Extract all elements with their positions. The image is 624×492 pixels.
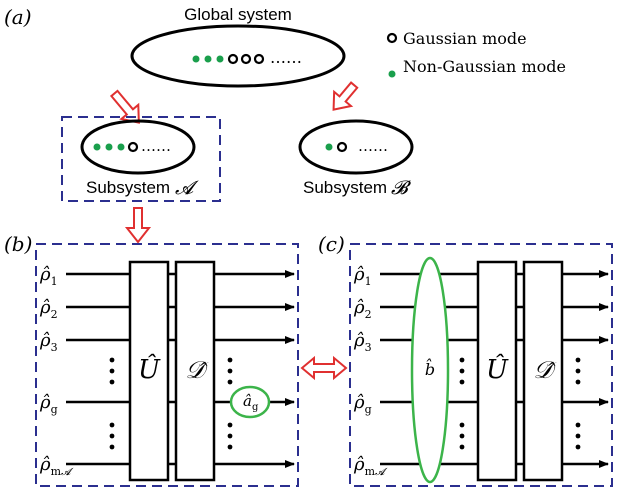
operator-ag-label: âg	[243, 392, 259, 413]
panel-label-b: (b)	[4, 232, 32, 256]
global-system-ellipse	[130, 24, 346, 88]
gaussian-mode-dot	[127, 141, 139, 153]
state-label-2: ρ̂2	[353, 297, 372, 321]
subsystem-a-label: Subsystem	[86, 178, 170, 197]
global-ellipsis: ……	[270, 48, 302, 67]
non-gaussian-mode-dot	[204, 55, 212, 63]
gaussian-mode-dot	[253, 53, 265, 65]
gate-d-box	[174, 260, 216, 482]
non-gaussian-mode-dot	[117, 143, 125, 151]
state-label-2: ρ̂2	[39, 297, 58, 321]
panel-c-vdots	[459, 357, 581, 450]
red-arrow-down	[124, 207, 152, 244]
legend-gaussian-label: Gaussian mode	[403, 29, 527, 48]
gate-u-box	[476, 260, 518, 482]
global-system-title: Global system	[184, 5, 292, 24]
panel-b-state-labels: ρ̂1 ρ̂2 ρ̂3 ρ̂g ρ̂m𝓐	[39, 264, 74, 478]
non-gaussian-mode-dot	[105, 143, 113, 151]
state-label-3: ρ̂3	[353, 330, 372, 354]
panel-b-box	[35, 243, 299, 487]
gate-u-box	[128, 260, 170, 482]
subsystem-a-symbol: 𝓐	[175, 177, 199, 199]
state-label-m: ρ̂m𝓐	[39, 454, 74, 478]
non-gaussian-mode-dot	[93, 143, 101, 151]
panel-c-state-labels: ρ̂1 ρ̂2 ρ̂3 ρ̂g ρ̂m𝓐	[353, 264, 388, 478]
state-label-g: ρ̂g	[39, 392, 58, 416]
subsystem-b-symbol: 𝓑	[391, 177, 411, 199]
panel-label-a: (a)	[4, 5, 32, 29]
state-label-1: ρ̂1	[353, 264, 372, 288]
state-label-1: ρ̂1	[39, 264, 58, 288]
red-arrow-left	[109, 89, 140, 124]
red-arrow-right	[332, 81, 359, 111]
state-label-g: ρ̂g	[353, 392, 372, 416]
legend-non-gaussian-icon	[388, 70, 396, 78]
equivalence-arrow	[300, 355, 348, 381]
subsystem-a-box	[61, 116, 221, 202]
subsystem-b-ellipsis: ……	[358, 137, 388, 155]
non-gaussian-mode-dot	[325, 143, 333, 151]
legend-non-gaussian-label: Non-Gaussian mode	[403, 57, 566, 76]
non-gaussian-mode-dot	[216, 55, 224, 63]
subsystem-a-ellipsis: ……	[141, 137, 171, 155]
subsystem-a-ellipse	[80, 119, 196, 175]
panel-b-vdots	[109, 357, 233, 450]
gaussian-mode-dot	[227, 53, 239, 65]
panel-label-c: (c)	[318, 232, 345, 256]
gate-u-label: Û	[138, 353, 161, 385]
gaussian-mode-dot	[336, 141, 348, 153]
state-label-3: ρ̂3	[39, 330, 58, 354]
global-modes	[192, 53, 265, 65]
legend-gaussian-icon	[386, 32, 398, 44]
state-label-m: ρ̂m𝓐	[353, 454, 388, 478]
panel-c-box	[349, 243, 613, 487]
subsystem-b-label: Subsystem	[303, 178, 387, 197]
operator-ag-ellipse	[229, 385, 271, 419]
subsystem-b-ellipse	[298, 119, 414, 175]
gaussian-mode-dot	[240, 53, 252, 65]
non-gaussian-mode-dot	[192, 55, 200, 63]
gate-u-label: Û	[486, 353, 509, 385]
operator-b-label: b̂	[425, 359, 435, 379]
operator-b-ellipse	[410, 256, 450, 484]
gate-d-box	[522, 260, 564, 482]
